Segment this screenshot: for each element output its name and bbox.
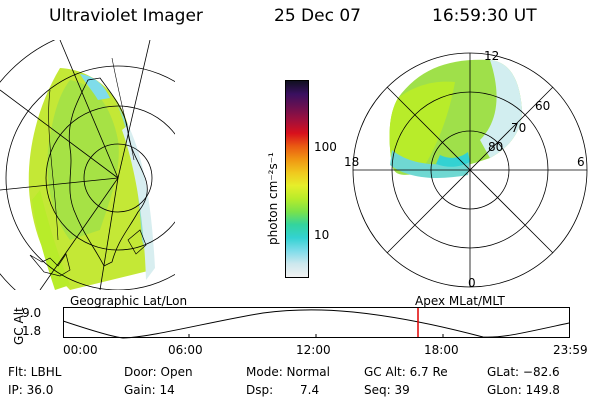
dsp-value: 7.4 (300, 383, 320, 397)
timeline-xtick-2: 12:00 (296, 343, 331, 357)
timeline-ytick-bottom: 1.8 (22, 324, 42, 338)
mlt-label-0: 0 (468, 276, 476, 290)
mode-status: Mode: Normal (246, 365, 330, 379)
colorbar (285, 80, 309, 278)
seq-status: Seq: 39 (364, 383, 410, 397)
date-label: 25 Dec 07 (274, 6, 361, 26)
timeline-xtick-0: 00:00 (63, 343, 98, 357)
colorbar-tick-100: 100 (314, 140, 337, 154)
glat-status: GLat: −82.6 (487, 365, 560, 379)
colorbar-tick-10: 10 (314, 228, 330, 242)
mlt-label-18: 18 (344, 155, 359, 169)
time-label: 16:59:30 UT (432, 6, 537, 26)
timeline-xtick-3: 18:00 (424, 343, 459, 357)
geographic-image (0, 40, 175, 290)
glon-status: GLon: 149.8 (487, 383, 560, 397)
gc-alt-status: GC Alt: 6.7 Re (364, 365, 448, 379)
colorbar-label: photon cm⁻²s⁻¹ (266, 152, 280, 245)
lat-label-80: 80 (488, 140, 503, 154)
polar-plot: 12 18 6 0 60 70 80 (344, 49, 588, 290)
mlt-label-6: 6 (577, 155, 585, 169)
filter-status: Flt: LBHL (8, 365, 62, 379)
instrument-title: Ultraviolet Imager (49, 6, 203, 26)
mlt-label-12: 12 (484, 49, 499, 63)
gain-status: Gain: 14 (124, 383, 175, 397)
timeline-xtick-4: 23:59 (553, 343, 588, 357)
dsp-label: Dsp: (246, 383, 274, 397)
timeline-plot (63, 307, 570, 339)
geographic-caption: Geographic Lat/Lon (70, 294, 188, 308)
ip-status: IP: 36.0 (8, 383, 54, 397)
lat-label-70: 70 (511, 121, 526, 135)
door-status: Door: Open (124, 365, 193, 379)
apex-caption: Apex MLat/MLT (415, 294, 505, 308)
lat-label-60: 60 (535, 99, 550, 113)
timeline-xtick-1: 06:00 (168, 343, 203, 357)
timeline-ytick-top: 9.0 (22, 306, 42, 320)
